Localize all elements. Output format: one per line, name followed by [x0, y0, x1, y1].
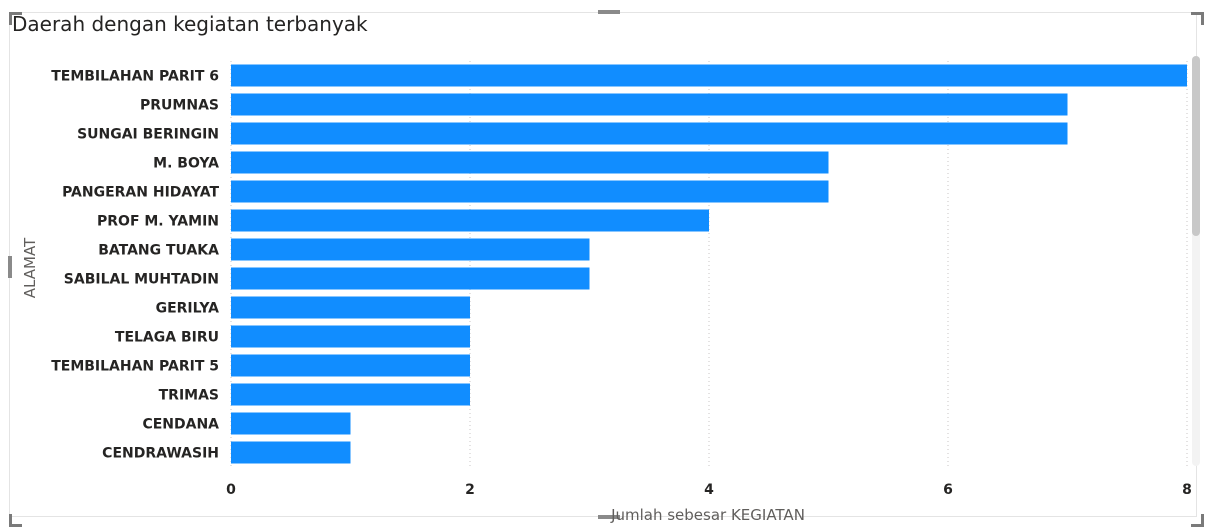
category-label: PANGERAN HIDAYAT	[62, 185, 219, 201]
x-tick-label: 6	[943, 482, 953, 498]
category-label: GERILYA	[156, 301, 220, 317]
bar[interactable]	[231, 64, 1187, 87]
bar[interactable]	[231, 267, 590, 290]
category-labels: TEMBILAHAN PARIT 6 PRUMNAS SUNGAI BERINGIN…	[51, 69, 219, 462]
resize-handle-left[interactable]	[8, 256, 12, 278]
resize-corner-top-right[interactable]	[1191, 12, 1204, 25]
bar[interactable]	[231, 93, 1068, 116]
category-label: TEMBILAHAN PARIT 5	[51, 359, 219, 375]
category-label: CENDRAWASIH	[102, 446, 219, 462]
category-label: TEMBILAHAN PARIT 6	[51, 69, 219, 85]
x-tick-labels: 0 2 4 6 8	[226, 482, 1192, 498]
scrollbar-thumb[interactable]	[1192, 56, 1200, 236]
bar[interactable]	[231, 354, 470, 377]
category-label: TELAGA BIRU	[115, 330, 219, 346]
scrollbar-track[interactable]	[1192, 56, 1200, 466]
y-axis-title: ALAMAT	[21, 237, 39, 298]
resize-corner-bottom-left[interactable]	[9, 514, 22, 527]
category-label: BATANG TUAKA	[98, 243, 219, 259]
bar[interactable]	[231, 325, 470, 348]
bar[interactable]	[231, 180, 829, 203]
x-tick-label: 2	[465, 482, 475, 498]
chart-title: Daerah dengan kegiatan terbanyak	[12, 12, 368, 36]
x-tick-label: 8	[1182, 482, 1192, 498]
bar[interactable]	[231, 383, 470, 406]
category-label: SABILAL MUHTADIN	[64, 272, 219, 288]
x-axis-title: Jumlah sebesar KEGIATAN	[610, 506, 805, 524]
bar[interactable]	[231, 122, 1068, 145]
category-label: CENDANA	[142, 417, 219, 433]
resize-handle-bottom[interactable]	[598, 515, 620, 519]
bar[interactable]	[231, 441, 351, 464]
bars	[231, 64, 1187, 464]
bar[interactable]	[231, 209, 709, 232]
resize-corner-bottom-right[interactable]	[1191, 514, 1204, 527]
gridlines	[230, 61, 1188, 467]
category-label: PRUMNAS	[140, 98, 219, 114]
category-label: PROF M. YAMIN	[97, 214, 219, 230]
resize-handle-top[interactable]	[598, 10, 620, 14]
x-tick-label: 4	[704, 482, 714, 498]
category-label: M. BOYA	[153, 156, 219, 172]
bar[interactable]	[231, 412, 351, 435]
resize-corner-top-left[interactable]	[9, 12, 22, 25]
x-tick-label: 0	[226, 482, 236, 498]
category-label: TRIMAS	[159, 388, 219, 404]
bar[interactable]	[231, 296, 470, 319]
bar[interactable]	[231, 151, 829, 174]
bar[interactable]	[231, 238, 590, 261]
category-label: SUNGAI BERINGIN	[77, 127, 219, 143]
